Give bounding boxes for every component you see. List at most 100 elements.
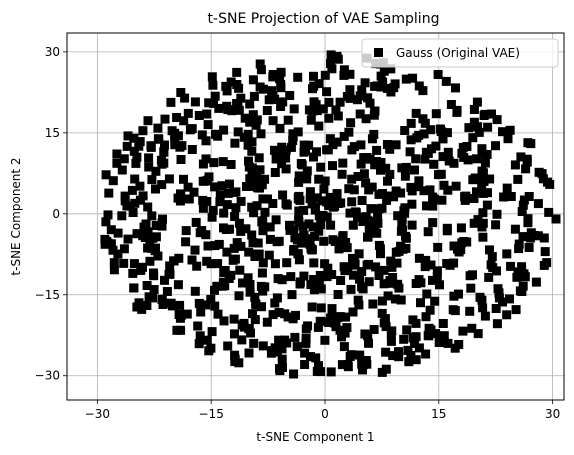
scatter-point [249,91,259,101]
scatter-point [190,97,200,107]
scatter-point [428,192,438,202]
scatter-point [176,155,186,164]
scatter-point [129,133,139,143]
scatter-point [443,147,453,157]
scatter-point [429,159,439,169]
scatter-point [322,145,332,155]
scatter-point [478,168,488,178]
scatter-point [465,306,475,316]
scatter-point [324,113,334,123]
scatter-point [243,273,253,283]
scatter-point [449,258,459,268]
scatter-point [122,141,132,151]
scatter-point [310,231,320,241]
scatter-point [414,275,424,285]
scatter-point [260,207,270,217]
scatter-point [353,295,363,305]
scatter-point [534,167,544,177]
y-tick-label: 30 [45,45,60,59]
scatter-point [309,71,318,81]
scatter-point [197,130,207,140]
scatter-point [398,225,407,235]
scatter-point [333,111,343,121]
scatter-point [519,269,529,279]
scatter-point [252,201,262,211]
legend: Gauss (Original VAE) [361,38,559,68]
scatter-point [383,176,392,186]
scatter-point [229,314,239,324]
scatter-point [335,312,345,322]
scatter-point [435,124,445,134]
scatter-point [396,241,406,251]
scatter-point [258,194,268,204]
scatter-point [406,118,416,128]
scatter-point [364,224,374,234]
scatter-point [384,191,394,201]
scatter-point [302,174,312,184]
scatter-point [170,128,180,138]
scatter-point [289,369,299,379]
scatter-point [270,298,280,308]
scatter-point [145,256,155,266]
scatter-point [394,283,404,293]
scatter-point [354,249,364,259]
scatter-point [285,220,294,230]
scatter-point [166,298,176,308]
scatter-point [356,159,366,169]
scatter-point [291,310,300,320]
scatter-point [394,352,404,362]
scatter-point [358,365,367,375]
scatter-point [135,195,145,205]
scatter-point [318,104,328,114]
scatter-point [198,203,208,213]
scatter-point [412,133,422,143]
scatter-point [201,300,211,310]
scatter-point [390,294,400,304]
scatter-point [354,300,364,310]
scatter-point [240,113,250,123]
scatter-point [314,174,324,184]
scatter-point [433,70,443,79]
scatter-point [147,243,157,253]
x-tick-label: 30 [545,407,560,421]
scatter-point [286,272,296,282]
scatter-point [370,81,380,91]
scatter-point [117,165,127,175]
scatter-point [518,232,528,242]
scatter-point [230,138,240,148]
scatter-point [271,215,281,225]
scatter-point [176,88,186,97]
scatter-point [314,79,324,89]
scatter-point [362,215,372,225]
scatter-point [236,226,246,236]
scatter-point [256,65,266,75]
scatter-point [326,50,336,60]
scatter-point [316,284,326,294]
scatter-point [267,86,277,96]
scatter-point [179,116,189,126]
x-tick-label: −15 [199,407,224,421]
scatter-point [394,246,404,256]
scatter-point [293,194,303,204]
scatter-point [120,196,130,206]
scatter-point [204,346,214,356]
scatter-point [359,360,368,370]
scatter-point [302,166,312,176]
scatter-point [487,252,497,262]
scatter-point [418,86,428,96]
scatter-point [475,292,485,302]
scatter-point [112,149,122,159]
scatter-point [456,223,466,233]
scatter-point [379,279,389,289]
scatter-point [183,182,193,192]
scatter-point [230,357,240,367]
scatter-point [296,159,306,168]
scatter-point [416,298,425,308]
scatter-point [301,324,311,334]
scatter-point [254,153,264,163]
scatter-point [254,249,264,259]
x-axis-label: t-SNE Component 1 [256,430,374,444]
scatter-point [129,146,139,156]
scatter-point [210,301,220,311]
scatter-point [376,71,386,81]
